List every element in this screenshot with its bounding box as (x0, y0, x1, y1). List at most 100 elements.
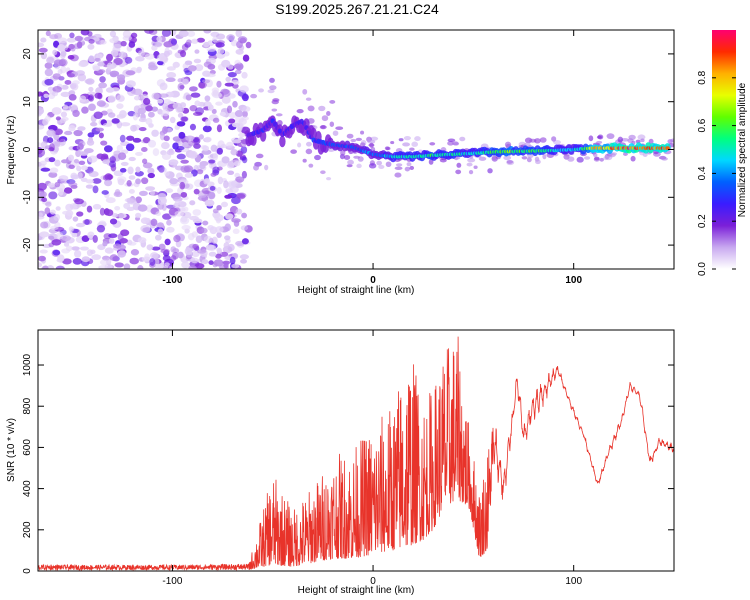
y-tick-label: 800 (22, 397, 33, 414)
noise-blob (239, 254, 250, 260)
noise-blob (51, 91, 58, 97)
noise-blob (39, 231, 50, 238)
noise-blob (236, 193, 246, 200)
ridge-halo-blob (276, 120, 283, 126)
noise-blob (223, 242, 230, 249)
noise-blob (204, 118, 211, 127)
noise-blob (215, 42, 225, 48)
ridge-halo-blob (326, 110, 331, 117)
noise-blob (79, 95, 87, 103)
noise-blob (155, 211, 161, 217)
noise-blob (52, 86, 62, 93)
y-tick-label: 0 (22, 146, 33, 152)
ridge-halo-blob (661, 157, 668, 161)
noise-blob (186, 30, 196, 37)
spectrogram-x-axis-label: Height of straight line (km) (298, 285, 415, 296)
figure-title: S199.2025.267.21.21.C24 (275, 1, 439, 17)
ridge-halo-blob (305, 141, 312, 147)
noise-blob (104, 247, 114, 254)
noise-blob (46, 56, 55, 64)
colorbar-ticks: 0.0 0.2 0.4 0.6 0.8 (697, 70, 736, 276)
noise-blob (158, 93, 169, 98)
noise-blob (147, 139, 157, 148)
noise-blob (214, 214, 224, 222)
noise-blob (39, 249, 48, 254)
noise-blob (227, 71, 237, 78)
noise-blob (125, 70, 136, 76)
noise-blob (64, 130, 73, 136)
noise-blob (204, 136, 212, 143)
ridge-halo-blob (506, 159, 514, 164)
snr-x-axis-label: Height of straight line (km) (298, 585, 415, 596)
noise-blob (213, 152, 219, 161)
noise-blob (221, 201, 229, 208)
noise-blob (210, 144, 218, 152)
noise-blob (176, 121, 186, 127)
noise-blob (137, 50, 146, 57)
noise-blob (163, 135, 170, 142)
noise-blob (177, 82, 185, 91)
y-tick-label: -20 (22, 237, 33, 252)
noise-blob (215, 101, 223, 106)
noise-blob (145, 105, 153, 112)
noise-blob (38, 107, 45, 115)
noise-blob (194, 100, 201, 107)
noise-blob (208, 191, 216, 200)
noise-blob (109, 37, 119, 44)
noise-blob (156, 222, 164, 228)
noise-blob (178, 131, 186, 139)
noise-blob (235, 48, 244, 55)
noise-blob (57, 254, 65, 263)
noise-blob (221, 156, 230, 164)
snr-plot-area[interactable] (38, 336, 674, 571)
ridge-halo-blob (269, 85, 277, 91)
noise-blob (151, 45, 158, 51)
noise-blob (150, 252, 159, 259)
snr-frame (37, 329, 675, 572)
noise-blob (60, 84, 69, 90)
ridge-halo-blob (535, 159, 541, 165)
noise-blob (154, 264, 163, 269)
noise-blob (72, 80, 80, 85)
ridge-halo-blob (394, 166, 403, 171)
noise-blob (58, 175, 69, 181)
spectrogram-plot-area[interactable] (34, 27, 678, 272)
noise-blob (48, 171, 58, 178)
noise-blob (182, 78, 189, 85)
spectrogram-y-axis-label: Frequency (Hz) (6, 116, 17, 185)
noise-blob (203, 235, 213, 243)
noise-blob (180, 216, 188, 223)
noise-blob (126, 180, 132, 187)
noise-blob (45, 115, 51, 122)
noise-blob (119, 238, 128, 244)
snr-panel: -100 0 100 0 200 400 600 800 1000 Height of str… (6, 329, 675, 596)
noise-blob (74, 198, 84, 205)
ridge-halo-blob (269, 77, 275, 83)
noise-blob (173, 234, 181, 243)
noise-blob (85, 179, 94, 184)
ridge-halo-blob (583, 156, 591, 160)
noise-blob (210, 172, 217, 177)
noise-blob (217, 176, 224, 185)
noise-blob (130, 249, 140, 256)
noise-blob (125, 143, 135, 152)
ridge-halo-blob (329, 100, 336, 104)
noise-blob (216, 205, 222, 211)
ridge-halo-blob (368, 163, 377, 169)
noise-blob (91, 254, 102, 261)
noise-blob (213, 259, 224, 267)
ridge-halo-blob (346, 133, 354, 139)
noise-blob (54, 181, 61, 188)
noise-blob (99, 76, 106, 83)
ridge-halo-blob (628, 134, 636, 140)
noise-blob (117, 250, 126, 258)
noise-blob (162, 126, 168, 135)
ridge-halo-blob (576, 156, 584, 163)
noise-blob (52, 73, 61, 80)
noise-blob (216, 232, 222, 238)
noise-blob (110, 49, 119, 57)
noise-blob (111, 213, 119, 218)
noise-blob (102, 174, 109, 181)
noise-blob (88, 86, 94, 92)
